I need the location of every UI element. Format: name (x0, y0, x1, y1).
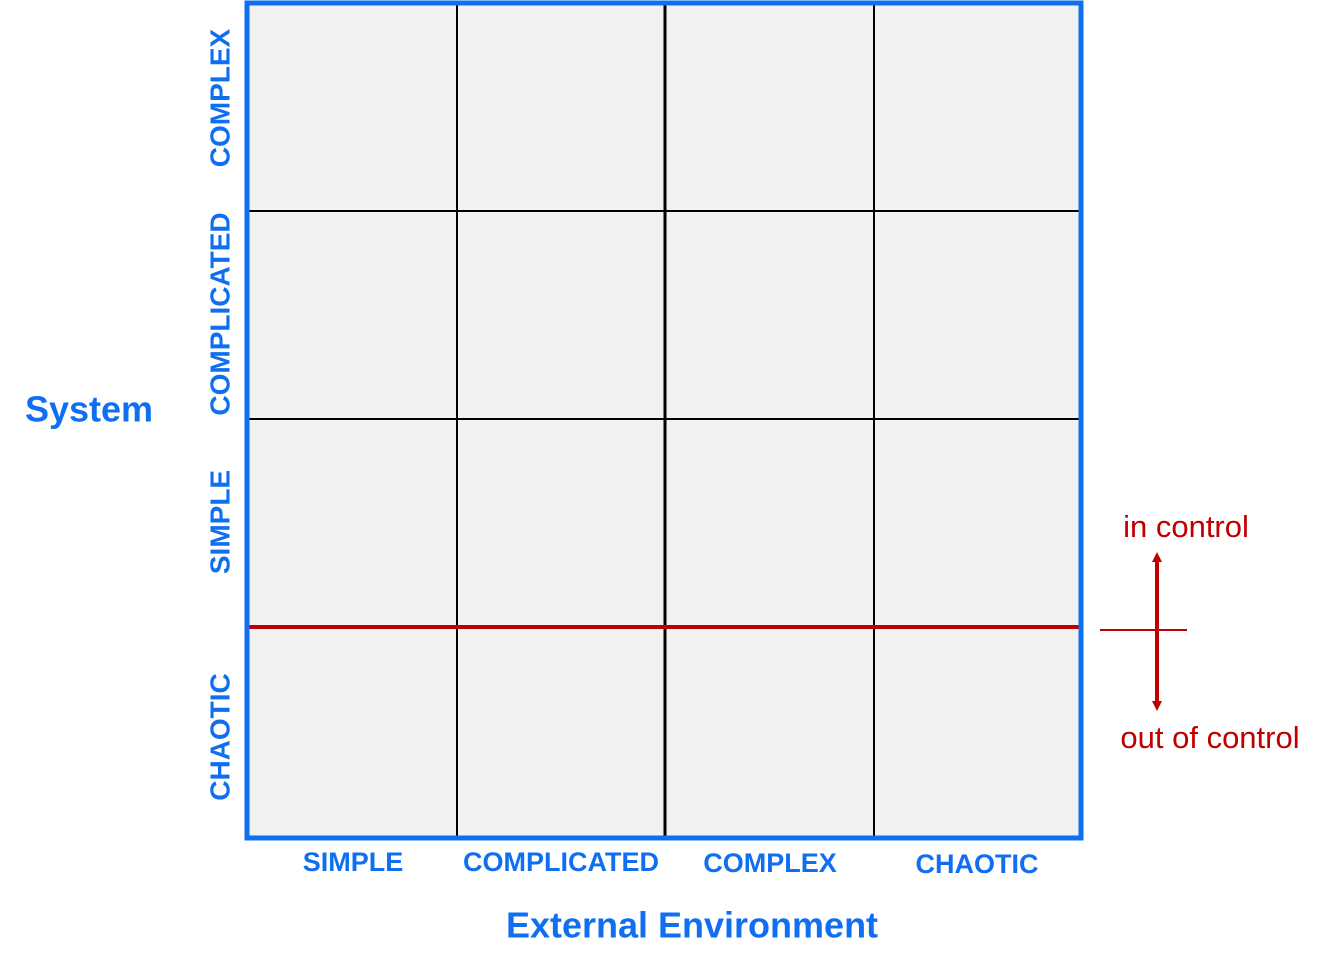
row-label: SIMPLE (204, 470, 235, 574)
column-label: COMPLEX (703, 848, 837, 878)
environment-axis-title: External Environment (506, 905, 878, 946)
column-label: COMPLICATED (463, 847, 659, 877)
grid-lines (247, 3, 1081, 838)
row-label: COMPLICATED (204, 212, 235, 415)
system-axis-title: System (25, 389, 153, 430)
in-control-label: in control (1123, 509, 1249, 544)
out-of-control-label: out of control (1120, 720, 1299, 755)
row-label: CHAOTIC (204, 673, 235, 801)
column-label: SIMPLE (303, 847, 404, 877)
row-label: COMPLEX (204, 28, 235, 167)
column-label: CHAOTIC (916, 849, 1039, 879)
grid-border (244, 0, 1084, 841)
